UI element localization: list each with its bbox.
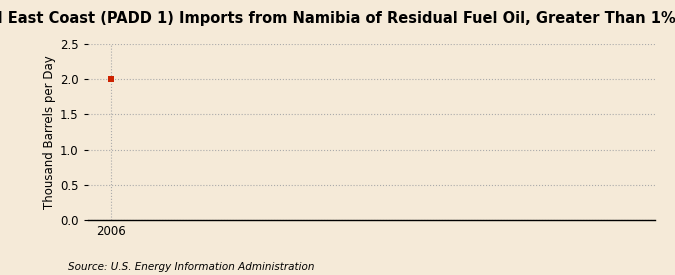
Text: Source: U.S. Energy Information Administration: Source: U.S. Energy Information Administ… — [68, 262, 314, 272]
Y-axis label: Thousand Barrels per Day: Thousand Barrels per Day — [43, 55, 56, 209]
Text: Annual East Coast (PADD 1) Imports from Namibia of Residual Fuel Oil, Greater Th: Annual East Coast (PADD 1) Imports from … — [0, 11, 675, 26]
